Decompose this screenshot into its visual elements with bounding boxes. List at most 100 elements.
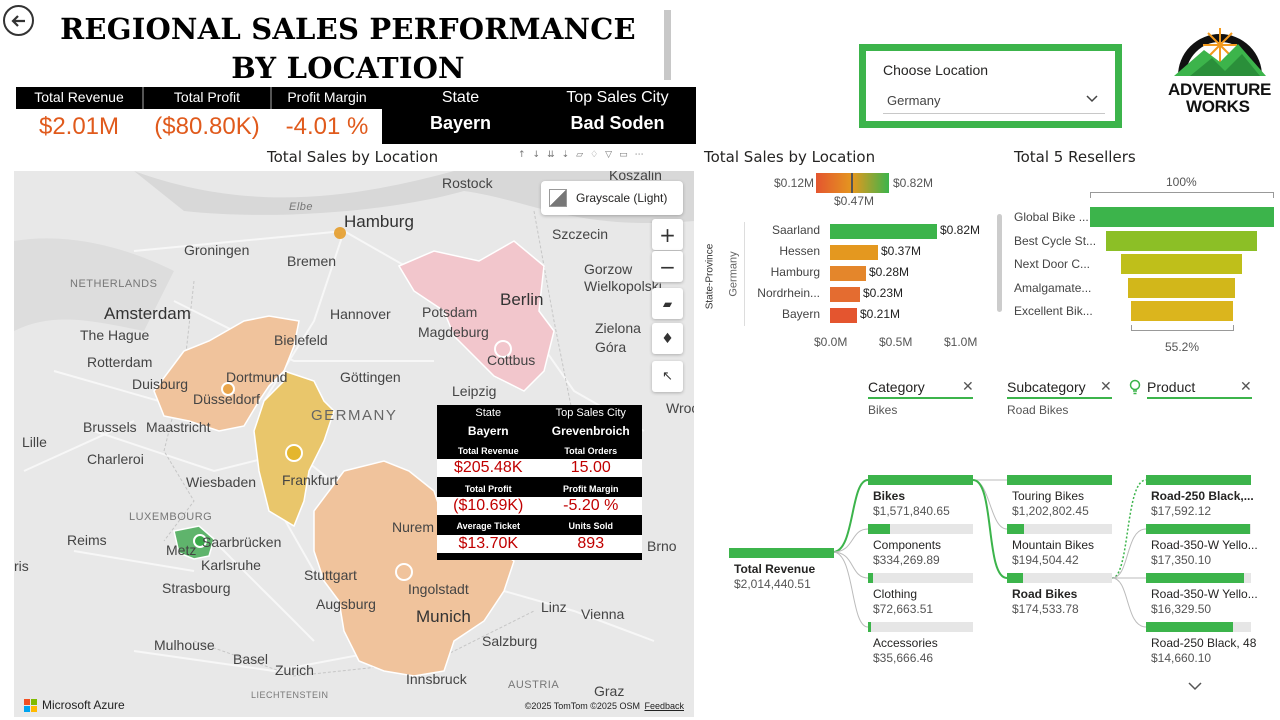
funnel-scrollbar[interactable]	[997, 214, 1002, 312]
map-label: Basel	[233, 651, 269, 667]
compass-button[interactable]: ♦	[652, 323, 683, 354]
map-label: Nurem	[392, 519, 435, 535]
node-bar-track	[868, 524, 973, 534]
kpi-state: State Bayern	[382, 87, 539, 144]
logo-text-line-2: WORKS	[1186, 97, 1250, 116]
chevron-down-icon	[1086, 95, 1098, 103]
map-label: Dortmund	[226, 369, 288, 385]
tooltip-value: $13.70K	[437, 535, 540, 553]
slicer-label: Choose Location	[883, 62, 989, 78]
node-value: $35,666.46	[873, 651, 934, 665]
feedback-link[interactable]: Feedback	[644, 701, 684, 711]
map-label: AUSTRIA	[508, 679, 560, 691]
map-style-toggle[interactable]: Grayscale (Light)	[541, 181, 683, 215]
mountain-sun-logo-icon	[1174, 28, 1266, 77]
location-dropdown[interactable]: Germany	[883, 87, 1105, 114]
funnel-bar[interactable]	[1131, 301, 1233, 321]
funnel-bar[interactable]	[1106, 231, 1257, 251]
grayscale-swatch-icon	[549, 189, 567, 207]
node-bar-fill	[868, 524, 890, 534]
map-label: Mulhouse	[154, 637, 215, 653]
decomp-header-subcategory[interactable]: Subcategory	[1007, 379, 1086, 395]
node-label: Road-350-W Yello...	[1151, 538, 1258, 552]
map-label: Duisburg	[132, 376, 189, 392]
bar-category-label: Nordrhein...	[757, 286, 820, 300]
brand-text: Microsoft Azure	[42, 698, 125, 712]
location-slicer[interactable]: Choose Location Germany	[859, 44, 1122, 128]
legend-max: $0.82M	[893, 176, 934, 190]
funnel-bar[interactable]	[1121, 254, 1242, 274]
map-label: Frankfurt	[282, 472, 339, 488]
tooltip-label: Total Revenue	[457, 446, 519, 456]
visual-header-icons[interactable]: ↑↓⇊⇣▱♢▽▭⋯	[518, 150, 651, 160]
bar-value-label: $0.21M	[860, 307, 901, 321]
kpi-top-city: Top Sales City Bad Soden	[539, 87, 696, 144]
y-axis-title: State-Province	[704, 243, 716, 309]
map-label: Munich	[416, 607, 471, 626]
map-label: Wroc	[666, 400, 694, 416]
map-label: Stuttgart	[304, 567, 357, 583]
funnel-bar[interactable]	[1090, 207, 1274, 227]
bar-category-label: Saarland	[771, 223, 820, 237]
kpi-value: ($80.80K)	[154, 113, 260, 140]
close-icon[interactable]: ✕	[962, 379, 974, 395]
map-label: Amsterdam	[104, 304, 191, 323]
chevron-down-icon[interactable]	[1187, 680, 1203, 692]
root-value: $2,014,440.51	[734, 577, 811, 591]
node-value: $1,571,840.65	[873, 504, 950, 518]
map-label: Reims	[67, 532, 107, 548]
zoom-in-button[interactable]: +	[652, 219, 683, 250]
node-label: Road-250 Black, 48	[1151, 636, 1257, 650]
tooltip-value: $205.48K	[437, 459, 540, 477]
node-bar-fill	[1007, 475, 1112, 485]
map-label: Linz	[541, 599, 567, 615]
tooltip-city-label: Top Sales City	[555, 407, 626, 419]
bar-category-label: Bayern	[781, 307, 820, 321]
tilt-icon: ▰	[662, 296, 673, 311]
close-icon[interactable]: ✕	[1240, 379, 1252, 395]
bar-value-label: $0.23M	[863, 286, 904, 300]
node-bar-fill	[868, 475, 973, 485]
map-label: Charleroi	[87, 451, 144, 467]
map-label: Magdeburg	[418, 324, 489, 340]
kpi-label: Total Profit	[144, 87, 270, 109]
tooltip-state-label: State	[475, 407, 502, 419]
tooltip-values-2: ($10.69K) -5.20 %	[437, 497, 642, 515]
close-icon[interactable]: ✕	[1100, 379, 1112, 395]
header-underline	[1007, 397, 1112, 399]
kpi-state-city-card: State Bayern Top Sales City Bad Soden	[382, 87, 696, 144]
bar[interactable]	[830, 287, 860, 302]
zoom-out-button[interactable]: −	[652, 251, 683, 282]
lightbulb-icon[interactable]	[1128, 379, 1142, 395]
back-button[interactable]	[3, 5, 34, 36]
decomp-header-product[interactable]: Product	[1147, 379, 1196, 395]
bar[interactable]	[830, 266, 866, 281]
kpi-state-value: Bayern	[429, 113, 492, 133]
node-label: Components	[873, 538, 942, 552]
tilt-button[interactable]: ▰	[652, 288, 683, 319]
decomp-header-category[interactable]: Category	[868, 379, 925, 395]
map-label: Strasbourg	[162, 580, 231, 596]
node-bar-track	[868, 622, 973, 632]
node-bar-track	[868, 573, 973, 583]
tooltip-label: Total Orders	[564, 446, 618, 456]
node-bar-fill	[868, 573, 873, 583]
bar[interactable]	[830, 224, 937, 239]
node-bar-track	[1007, 524, 1112, 534]
node-bar-fill	[1146, 524, 1250, 534]
map-label: Saarbrücken	[202, 534, 282, 550]
root-label: Total Revenue	[734, 562, 816, 576]
bar[interactable]	[830, 245, 878, 260]
bar-value-label: $0.82M	[940, 223, 981, 237]
tooltip-city-value: Grevenbroich	[551, 424, 630, 438]
tooltip-labels-3: Average Ticket Units Sold	[437, 521, 642, 531]
select-button[interactable]: ↖	[652, 361, 683, 392]
node-bar-fill	[1146, 573, 1244, 583]
title-line-2: BY LOCATION	[231, 51, 465, 85]
bar[interactable]	[830, 308, 857, 323]
funnel-label: Excellent Bik...	[1014, 304, 1093, 318]
bar-category-label: Hamburg	[770, 265, 820, 279]
funnel-bar[interactable]	[1128, 278, 1235, 298]
map-label: Graz	[594, 683, 625, 699]
map-label: Gorzow	[584, 261, 633, 277]
